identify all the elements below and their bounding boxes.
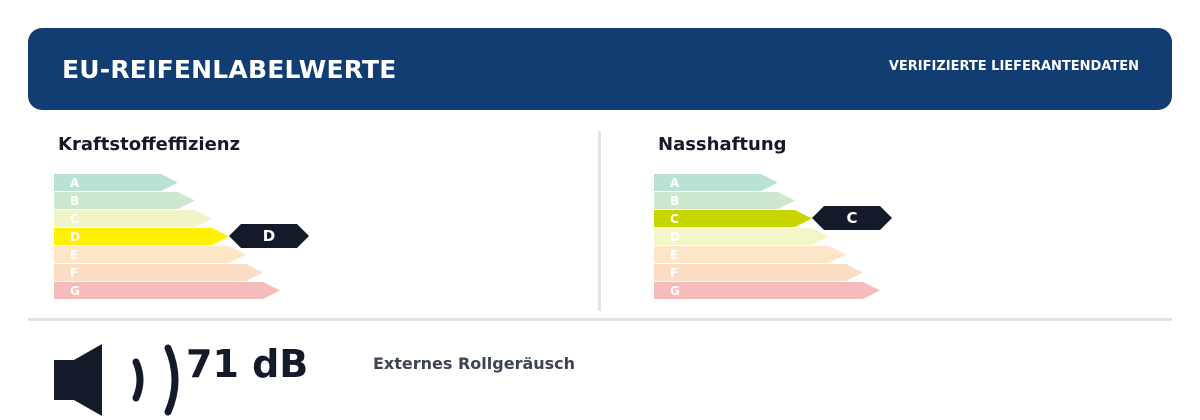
- fuel-bar-a: A: [54, 174, 178, 191]
- fuel-bar-c: C: [54, 210, 212, 227]
- fuel-bar-g: G: [54, 282, 280, 299]
- fuel-efficiency-title: Kraftstoffeffizienz: [58, 134, 241, 155]
- fuel-bar-f: F: [54, 264, 263, 281]
- grip-bar-g: G: [654, 282, 880, 299]
- section-divider: [598, 131, 601, 311]
- grip-class-label: B: [670, 194, 680, 208]
- fuel-bar-d: D: [54, 228, 229, 245]
- grip-class-label: E: [670, 248, 679, 262]
- label-header: EU-REIFENLABELWERTE VERIFIZIERTE LIEFERA…: [28, 28, 1172, 110]
- fuel-rating-label: D: [262, 227, 276, 245]
- noise-value: 71 dB: [186, 342, 309, 386]
- grip-bar-f: F: [654, 264, 863, 281]
- grip-bar-d: D: [654, 228, 829, 245]
- fuel-bar-b: B: [54, 192, 195, 209]
- fuel-rating-marker: D: [229, 224, 309, 248]
- grip-rating-marker: C: [812, 206, 892, 230]
- grip-rating-label: C: [846, 209, 858, 227]
- fuel-class-label: F: [70, 266, 79, 280]
- grip-bar-c: C: [654, 210, 812, 227]
- row-divider: [28, 318, 1172, 321]
- grip-class-label: D: [670, 230, 680, 244]
- grip-bar-e: E: [654, 246, 846, 263]
- speaker-icon: [54, 344, 179, 416]
- noise-caption: Externes Rollgeräusch: [373, 354, 576, 373]
- grip-class-label: A: [670, 176, 680, 190]
- fuel-class-label: G: [70, 284, 80, 298]
- fuel-class-label: D: [70, 230, 80, 244]
- fuel-class-label: A: [70, 176, 80, 190]
- fuel-class-label: E: [70, 248, 79, 262]
- grip-bar-b: B: [654, 192, 795, 209]
- fuel-class-label: C: [70, 212, 79, 226]
- grip-bar-a: A: [654, 174, 778, 191]
- grip-class-label: F: [670, 266, 679, 280]
- wet-grip-title: Nasshaftung: [658, 134, 787, 155]
- fuel-class-label: B: [70, 194, 80, 208]
- fuel-bar-e: E: [54, 246, 246, 263]
- verified-data-note: VERIFIZIERTE LIEFERANTENDATEN: [888, 59, 1139, 74]
- page-title: EU-REIFENLABELWERTE: [62, 55, 397, 84]
- grip-class-label: G: [670, 284, 680, 298]
- grip-class-label: C: [670, 212, 679, 226]
